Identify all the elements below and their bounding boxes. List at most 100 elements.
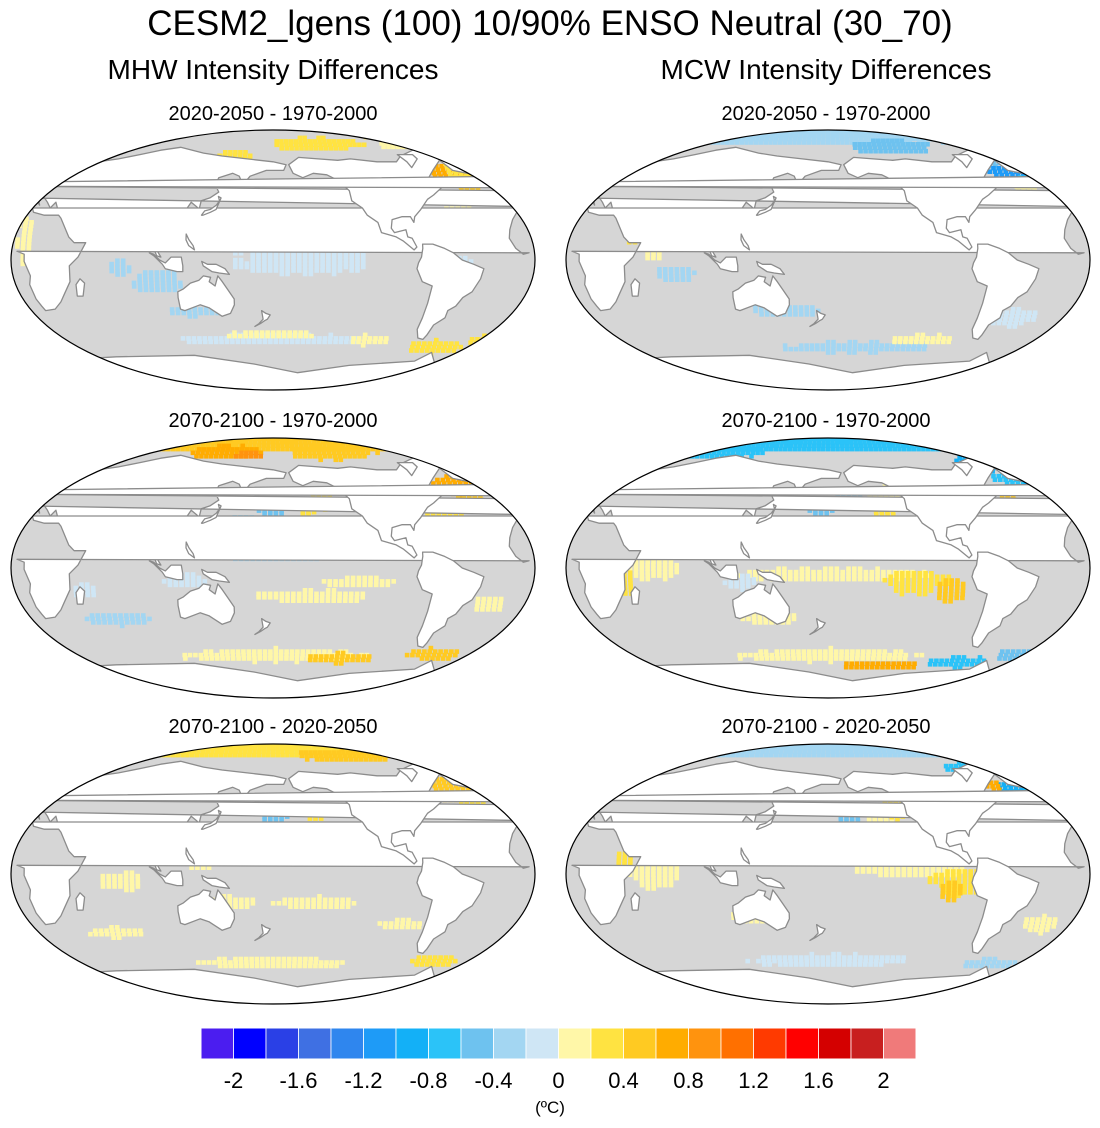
land-australia <box>177 889 236 931</box>
map-mhw-1 <box>10 129 536 391</box>
panel-title-mcw-3: 2070-2100 - 2020-2050 <box>721 716 931 738</box>
anomaly-patch <box>131 270 183 293</box>
anomaly-patch <box>782 339 928 355</box>
land-madagascar <box>75 278 86 297</box>
anomaly-patch <box>852 138 930 154</box>
colorbar-box <box>233 1027 267 1060</box>
anomaly-patch <box>729 566 933 582</box>
colorbar-box <box>655 1027 689 1060</box>
land-philippines <box>185 233 196 251</box>
land-newguinea <box>201 874 231 890</box>
land-indonesia <box>703 252 739 273</box>
anomaly-patch <box>882 571 952 597</box>
land-newzealand <box>809 923 826 942</box>
map-mhw-2 <box>10 437 536 699</box>
anomaly-patch <box>745 951 906 967</box>
anomaly-patch <box>180 332 360 345</box>
colorbar-box <box>818 1027 852 1060</box>
map-border <box>565 743 1091 1005</box>
colorbar-units: (ºC) <box>535 1098 565 1117</box>
land-philippines <box>740 541 751 559</box>
land-japan <box>755 809 777 830</box>
map-mcw-1 <box>565 129 1091 391</box>
colorbar-tick-label: 1.2 <box>738 1068 769 1093</box>
colorbar-box <box>720 1027 754 1060</box>
map-border <box>10 129 536 391</box>
land-newzealand <box>254 923 271 942</box>
land-madagascar <box>630 892 641 911</box>
anomaly-patch <box>233 450 263 459</box>
anomaly-patch <box>109 258 132 277</box>
anomaly-patch <box>404 645 460 661</box>
land-australia <box>732 275 791 317</box>
panel-title-mcw-1: 2020-2050 - 1970-2000 <box>721 103 931 125</box>
land-newguinea <box>201 568 231 584</box>
anomaly-patch <box>377 917 422 930</box>
anomaly-patch <box>474 596 504 612</box>
land-philippines <box>740 847 751 865</box>
column-title-mhw: MHW Intensity Differences <box>107 54 439 85</box>
land-baffin <box>951 153 973 169</box>
map-border <box>565 129 1091 391</box>
colorbar-tick-label: -1.6 <box>280 1068 318 1093</box>
figure-title: CESM2_lgens (100) 10/90% ENSO Neutral (3… <box>147 4 953 43</box>
anomaly-patch <box>88 925 144 940</box>
land-madagascar <box>630 586 641 605</box>
colorbar-box <box>493 1027 527 1060</box>
colorbar-box <box>753 1027 787 1060</box>
anomaly-patch <box>937 578 966 604</box>
colorbar-box <box>265 1027 299 1060</box>
land-southAmerica <box>971 243 1040 341</box>
land-newzealand <box>809 309 826 328</box>
anomaly-patch <box>196 956 345 969</box>
land-philippines <box>185 541 196 559</box>
anomaly-patch <box>100 870 141 893</box>
colorbar-box <box>395 1027 429 1060</box>
colorbar-boxes <box>200 1027 917 1060</box>
land-madagascar <box>630 278 641 297</box>
land-southAmerica <box>971 857 1040 955</box>
land-newzealand <box>809 617 826 636</box>
panel-title-mhw-3: 2070-2100 - 2020-2050 <box>168 716 378 738</box>
colorbar-outline <box>200 1027 917 1060</box>
land-indonesia <box>703 560 739 581</box>
colorbar-box <box>460 1027 494 1060</box>
anomaly-patch <box>84 613 152 629</box>
map-border <box>10 743 536 1005</box>
map-mcw-2 <box>565 437 1091 699</box>
land-philippines <box>185 847 196 865</box>
land-philippines <box>740 233 751 251</box>
land-southAmerica <box>416 857 485 955</box>
panel-title-mhw-1: 2020-2050 - 1970-2000 <box>168 103 378 125</box>
colorbar-tick-label: 1.6 <box>803 1068 834 1093</box>
land-newzealand <box>254 309 271 328</box>
colorbar-box <box>688 1027 722 1060</box>
colorbar-box <box>200 1027 234 1060</box>
land-baffin <box>396 461 418 477</box>
anomaly-patch <box>226 330 314 339</box>
panel-title-mhw-2: 2070-2100 - 1970-2000 <box>168 410 378 432</box>
panel-title-mcw-2: 2070-2100 - 1970-2000 <box>721 410 931 432</box>
land-newguinea <box>201 260 231 276</box>
anomaly-patch <box>843 661 917 670</box>
colorbar-tick-label: 0.4 <box>608 1068 639 1093</box>
anomaly-patch <box>997 649 1057 661</box>
land-australia <box>177 583 236 625</box>
colorbar-box <box>428 1027 462 1060</box>
anomaly-patch <box>274 135 367 151</box>
colorbar-tick-label: 2 <box>877 1068 889 1093</box>
colorbar-ticks: -2 -1.6 -1.2 -0.8 -0.4 0 0.4 0.8 1.2 1.6 2 <box>224 1068 890 1093</box>
anomaly-patch <box>292 443 380 463</box>
anomaly-patch <box>350 332 389 348</box>
anomaly-patch <box>892 332 952 345</box>
land-australia <box>732 583 791 625</box>
anomaly-patch <box>737 645 925 665</box>
land-australia <box>177 275 236 317</box>
colorbar-box <box>850 1027 884 1060</box>
anomaly-patch <box>321 575 396 588</box>
colorbar-box <box>785 1027 819 1060</box>
land-baffin <box>396 153 418 169</box>
colorbar-box <box>883 1027 917 1060</box>
anomaly-patch <box>270 894 357 909</box>
land-indonesia <box>703 866 739 887</box>
